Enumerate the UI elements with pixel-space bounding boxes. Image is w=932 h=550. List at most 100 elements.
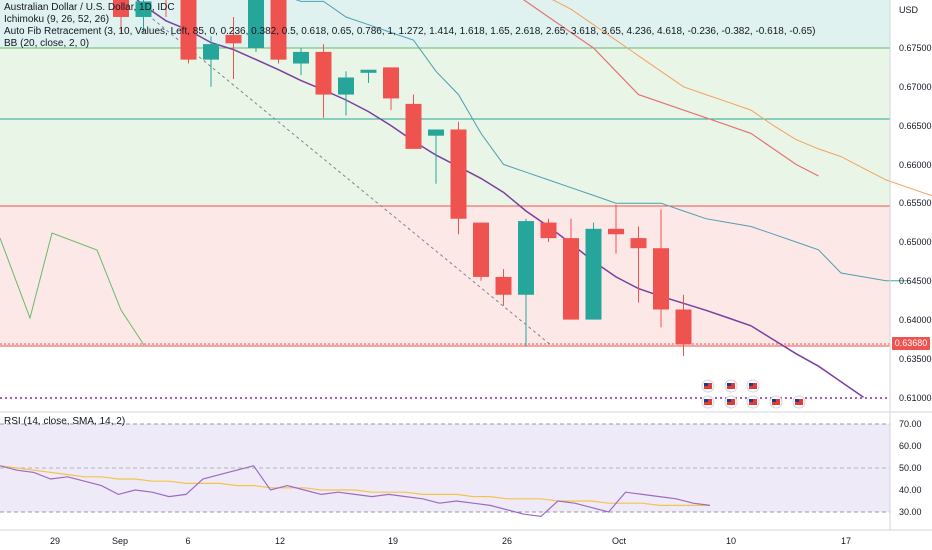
ichimoku-span-b-line [552,0,932,197]
candle-body [428,129,444,136]
rsi-tick-label: 30.00 [899,507,922,517]
fib-zone-upper [0,48,890,119]
candle-body [540,222,557,239]
date-tick-label: Oct [612,536,627,546]
event-flag-canton [772,399,776,402]
price-axis[interactable]: 0.67500 0.67000 0.66500 0.66000 0.65500 … [899,43,932,403]
candle [225,16,242,80]
event-flag-icon[interactable] [701,379,715,393]
candle [135,0,152,33]
candle-body [293,51,309,64]
candle-body [405,103,422,149]
ichimoku-legend[interactable]: Ichimoku (9, 26, 52, 26) [4,14,110,25]
bb-basis-line [136,0,864,398]
event-flag-icon[interactable] [724,395,738,409]
candle [653,209,669,328]
candle-body [180,0,197,60]
candle [450,121,467,235]
candle [315,44,332,118]
date-tick-label: 17 [841,536,851,546]
ichimoku-span-a-line [522,0,819,177]
rsi-tick-label: 70.00 [899,419,922,429]
candle-body [225,34,242,44]
candle-body [113,0,129,17]
event-flag-icon[interactable] [701,395,715,409]
candle [338,71,354,116]
candle-body [473,222,489,277]
candle-body [608,228,624,235]
time-axis[interactable]: 29 Sep 6 12 19 26 Oct 10 17 [50,536,851,546]
price-tick-label: 0.61000 [899,393,932,403]
candle-body [675,309,692,345]
candle [495,269,512,306]
candle [585,222,602,320]
candle-body [360,69,377,73]
candle [518,218,534,347]
rsi-tick-label: 50.00 [899,463,922,473]
date-tick-label: 6 [185,536,190,546]
rsi-tick-label: 40.00 [899,485,922,495]
event-flag-icon[interactable] [792,395,806,409]
candle-body [495,276,512,295]
rsi-legend[interactable]: RSI (14, close, SMA, 14, 2) [4,416,126,427]
price-tick-label: 0.67500 [899,43,932,53]
date-tick-label: 12 [275,536,285,546]
price-tick-label: 0.63500 [899,354,932,364]
price-tick-label: 0.66000 [899,160,932,170]
candle [383,67,399,111]
candle [540,218,557,242]
rsi-tick-label: 60.00 [899,441,922,451]
candles [113,0,692,357]
fib-legend[interactable]: Auto Fib Retracement (3, 10, Values, Lef… [4,26,816,37]
candle-body [518,221,534,295]
ichimoku-and-bb-lines [0,0,932,398]
event-flag-canton [749,399,753,402]
chart-legend[interactable]: Australian Dollar / U.S. Dollar, 1D, IDC… [4,2,816,50]
event-flag-icon[interactable] [746,379,760,393]
candle-body [450,129,467,219]
economic-events[interactable] [701,379,806,409]
rsi-ma-line [0,465,710,506]
price-tick-label: 0.65500 [899,198,932,208]
rsi-lines [0,465,711,518]
candle [428,129,444,184]
ichimoku-chikou-line [0,232,145,346]
event-flag-icon[interactable] [746,395,760,409]
last-price-tag: 0.63680 [892,337,930,350]
ichimoku-kijun-line [295,0,909,282]
event-flag-canton [749,383,753,386]
candle-body [248,0,264,49]
candle-body [630,238,647,249]
candle [203,36,219,87]
event-flag-icon[interactable] [724,379,738,393]
symbol-title[interactable]: Australian Dollar / U.S. Dollar, 1D, IDC [4,2,175,13]
event-flag-canton [727,399,731,402]
candle [293,48,309,76]
candle-body [563,238,579,320]
candle [405,94,422,149]
candle [630,226,647,303]
candle [473,222,489,281]
candle [675,294,692,357]
bb-legend[interactable]: BB (20, close, 2, 0) [4,38,90,49]
event-flag-canton [795,399,799,402]
date-tick-label: 19 [388,536,398,546]
fib-zone-lower [0,206,890,346]
candle-body [135,1,152,17]
event-flag-icon[interactable] [769,395,783,409]
price-tick-label: 0.65000 [899,237,932,247]
candle-body [383,67,399,99]
candle-body [338,77,354,95]
candle [248,0,264,52]
candle [563,218,579,320]
price-tick-label: 0.64500 [899,276,932,286]
candle [360,69,377,83]
price-tick-label: 0.66500 [899,121,932,131]
rsi-axis[interactable]: 70.00 60.00 50.00 40.00 30.00 [899,419,922,517]
rsi-line [0,465,711,518]
candle [608,204,624,254]
candle-body [270,0,287,60]
candle [180,0,197,64]
